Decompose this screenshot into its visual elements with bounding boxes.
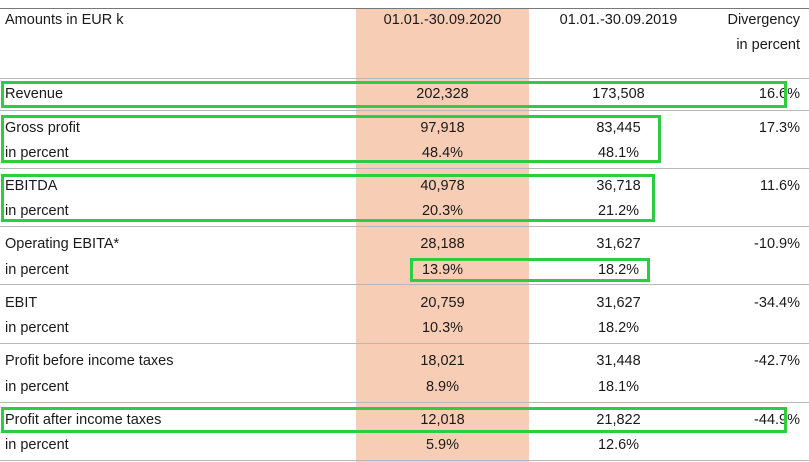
row-operating-ebita-label: Operating EBITA* bbox=[5, 236, 120, 252]
row-ebit-2020: 20,759 bbox=[420, 295, 465, 311]
row-operating-ebita-pct-label: in percent bbox=[5, 262, 69, 278]
row-operating-ebita-pct-2019: 18.2% bbox=[597, 262, 640, 278]
row-pat-label: Profit after income taxes bbox=[5, 412, 162, 428]
row-pat-2020: 12,018 bbox=[420, 412, 465, 428]
row-ebitda-2019: 36,718 bbox=[596, 178, 641, 194]
row-gross-profit-pct-label: in percent bbox=[5, 145, 69, 161]
annotation-box-gross-profit bbox=[1, 115, 661, 163]
row-ebitda-pct-label: in percent bbox=[5, 203, 69, 219]
row-ebitda-2020: 40,978 bbox=[420, 178, 465, 194]
row-ebit-2019: 31,627 bbox=[596, 295, 641, 311]
row-pbt-pct-label: in percent bbox=[5, 379, 69, 395]
row-ebit-label: EBIT bbox=[5, 295, 38, 311]
row-ebitda-pct-2020: 20.3% bbox=[421, 203, 464, 219]
row-revenue-div: 16.6% bbox=[758, 86, 800, 102]
row-divider bbox=[0, 110, 809, 111]
header-divergency: Divergency bbox=[727, 12, 800, 28]
row-ebit-div: -34.4% bbox=[754, 295, 800, 311]
row-pbt-pct-2019: 18.1% bbox=[597, 379, 640, 395]
header-col-2019: 01.01.-30.09.2019 bbox=[559, 12, 678, 28]
row-gross-profit-2019: 83,445 bbox=[596, 120, 641, 136]
row-operating-ebita-2019: 31,627 bbox=[596, 236, 641, 252]
row-revenue-label: Revenue bbox=[5, 86, 64, 102]
row-gross-profit-label: Gross profit bbox=[5, 120, 80, 136]
annotation-box-operating-ebita-pct bbox=[410, 258, 650, 282]
row-gross-profit-2020: 97,918 bbox=[420, 120, 465, 136]
row-ebitda-label: EBITDA bbox=[5, 178, 58, 194]
annotation-box-revenue bbox=[1, 81, 787, 108]
row-pat-div: -44.9% bbox=[754, 412, 800, 428]
row-divider bbox=[0, 78, 809, 79]
row-operating-ebita-div: -10.9% bbox=[754, 236, 800, 252]
row-gross-profit-pct-2020: 48.4% bbox=[421, 145, 464, 161]
row-pat-2019: 21,822 bbox=[596, 412, 641, 428]
row-revenue-2020: 202,328 bbox=[416, 86, 469, 102]
row-operating-ebita-pct-2020: 13.9% bbox=[421, 262, 464, 278]
row-ebit-pct-2019: 18.2% bbox=[597, 320, 640, 336]
row-gross-profit-pct-2019: 48.1% bbox=[597, 145, 640, 161]
row-divider bbox=[0, 168, 809, 169]
row-divider bbox=[0, 226, 809, 227]
row-pbt-2020: 18,021 bbox=[420, 353, 465, 369]
row-ebit-pct-2020: 10.3% bbox=[421, 320, 464, 336]
header-col-2020: 01.01.-30.09.2020 bbox=[383, 12, 502, 28]
row-pbt-label: Profit before income taxes bbox=[5, 353, 174, 369]
header-label: Amounts in EUR k bbox=[5, 12, 124, 28]
table-top-rule bbox=[0, 8, 809, 9]
row-pat-pct-2019: 12.6% bbox=[597, 437, 640, 453]
annotation-box-profit-after-taxes bbox=[1, 407, 787, 433]
header-divergency-unit: in percent bbox=[736, 37, 800, 53]
row-pbt-2019: 31,448 bbox=[596, 353, 641, 369]
row-ebitda-div: 11.6% bbox=[759, 178, 800, 194]
row-operating-ebita-2020: 28,188 bbox=[420, 236, 465, 252]
row-ebit-pct-label: in percent bbox=[5, 320, 69, 336]
row-pat-pct-label: in percent bbox=[5, 437, 69, 453]
row-divider bbox=[0, 460, 809, 461]
row-divider bbox=[0, 343, 809, 344]
row-pat-pct-2020: 5.9% bbox=[425, 437, 460, 453]
row-gross-profit-div: 17.3% bbox=[758, 120, 800, 136]
row-divider bbox=[0, 284, 809, 285]
annotation-box-ebitda bbox=[1, 174, 655, 222]
row-pbt-div: -42.7% bbox=[754, 353, 800, 369]
row-divider bbox=[0, 402, 809, 403]
row-pbt-pct-2020: 8.9% bbox=[425, 379, 460, 395]
row-revenue-2019: 173,508 bbox=[592, 86, 645, 102]
row-ebitda-pct-2019: 21.2% bbox=[597, 203, 640, 219]
